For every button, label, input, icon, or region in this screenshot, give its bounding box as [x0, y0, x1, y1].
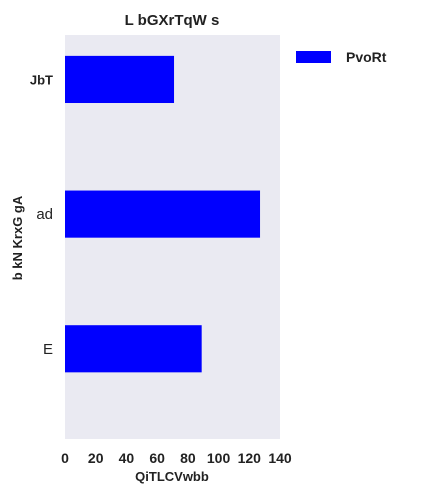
x-tick-label-80: 80 — [180, 450, 196, 466]
x-axis-label: QiTLCVwbb — [135, 469, 209, 484]
x-tick-label-60: 60 — [149, 450, 165, 466]
chart-title: L bGXrTqW s — [125, 12, 220, 29]
bars-group — [65, 55, 261, 373]
x-tick-label-40: 40 — [119, 450, 135, 466]
category-label-E: E — [43, 341, 53, 358]
legend-label: PvoRt — [346, 49, 387, 65]
legend: PvoRt — [296, 49, 387, 65]
x-tick-labels: 0 20 40 60 80 100 120 140 — [61, 450, 292, 466]
category-labels: JbT ad E — [30, 72, 53, 357]
x-tick-label-0: 0 — [61, 450, 69, 466]
x-tick-label-140: 140 — [268, 450, 292, 466]
category-label-ad: ad — [36, 206, 53, 223]
bar-ad — [65, 190, 261, 238]
y-axis-label: b kN KrxG gA — [10, 195, 25, 280]
bar-E — [65, 325, 202, 373]
x-tick-label-100: 100 — [207, 450, 231, 466]
x-tick-label-20: 20 — [88, 450, 104, 466]
category-label-JbT: JbT — [30, 72, 53, 87]
x-tick-label-120: 120 — [238, 450, 262, 466]
bar-JbT — [65, 55, 175, 104]
legend-swatch — [296, 51, 331, 63]
